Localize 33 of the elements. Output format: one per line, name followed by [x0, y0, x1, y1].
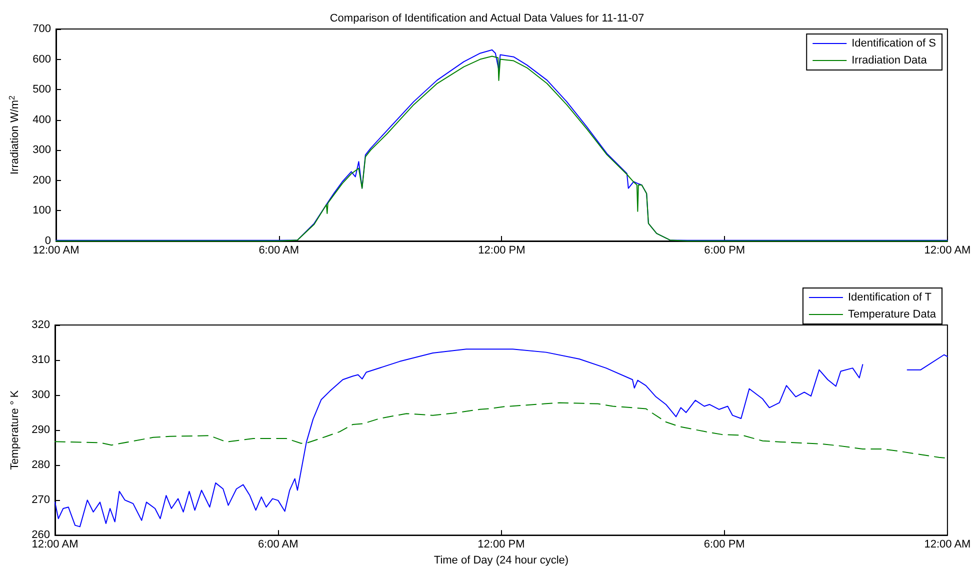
y-tick-label: 270 [32, 494, 50, 506]
y-tick-label: 280 [32, 459, 50, 472]
x-tick-label: 12:00 PM [478, 538, 525, 551]
x-tick-label: 6:00 PM [704, 538, 745, 551]
y-axis-title: Temperature ° K [9, 390, 22, 470]
y-tick-label: 300 [32, 389, 50, 402]
y-tick-label: 310 [32, 354, 50, 366]
x-tick-label: 12:00 AM [924, 538, 971, 551]
y-tick-label: 100 [32, 204, 51, 217]
x-tick-label: 12:00 AM [32, 244, 80, 256]
x-tick-label: 6:00 PM [704, 244, 746, 256]
line-series [54, 402, 948, 459]
x-tick-label: 6:00 AM [258, 244, 300, 256]
y-tick-label: 700 [32, 23, 51, 35]
legend-label: Irradiation Data [852, 54, 928, 66]
x-tick-label: 12:00 PM [478, 244, 526, 256]
chart-title: Comparison of Identification and Actual Data Values for 11-11-07 [330, 12, 644, 24]
x-tick-label: 12:00 AM [32, 538, 78, 551]
y-tick-label: 600 [32, 53, 51, 66]
y-tick-label: 200 [32, 174, 51, 186]
y-tick-label: 0 [44, 235, 51, 247]
legend-label: Temperature Data [848, 308, 937, 320]
legend-label: Identification of S [852, 38, 936, 50]
y-tick-label: 290 [32, 424, 50, 436]
y-axis-title: Irradiation W/m2 [8, 94, 21, 175]
y-tick-label: 300 [32, 144, 51, 156]
x-tick-label: 12:00 AM [924, 244, 971, 256]
x-axis-title: Time of Day (24 hour cycle) [434, 554, 569, 566]
y-tick-label: 500 [32, 84, 51, 96]
y-tick-label: 400 [32, 114, 51, 126]
legend-label: Identification of T [848, 292, 932, 304]
y-tick-label: 320 [32, 319, 50, 331]
x-tick-label: 6:00 AM [258, 538, 298, 551]
